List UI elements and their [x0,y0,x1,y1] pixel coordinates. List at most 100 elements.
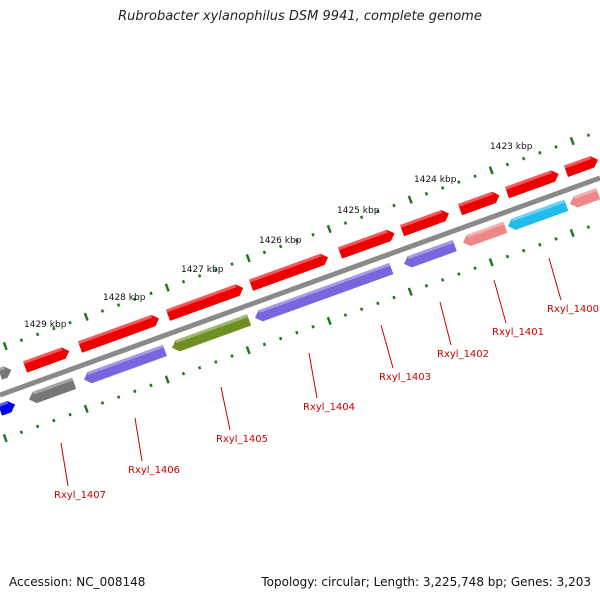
gene-label[interactable]: Rxyl_1403 [379,372,431,383]
major-tick [569,136,575,146]
minor-tick [586,225,591,230]
gene-arrow-outer[interactable] [563,154,600,177]
minor-tick [457,180,461,184]
minor-tick [343,313,348,317]
accession-text: Accession: NC_008148 [9,575,146,589]
minor-tick [214,268,218,272]
gene-arrow-inner[interactable] [506,199,569,232]
major-tick [407,195,413,204]
minor-tick [214,360,218,364]
gene-label[interactable]: Rxyl_1407 [54,490,106,501]
gene-arrow-outer[interactable] [22,345,71,373]
gene-leader-line [134,417,143,462]
minor-tick [295,238,299,243]
gene-label[interactable]: Rxyl_1402 [437,349,489,360]
gene-arrow-outer[interactable] [457,190,502,216]
minor-tick [457,272,461,276]
minor-tick [505,162,510,167]
minor-tick [262,342,267,347]
minor-tick [52,326,56,331]
minor-tick [392,203,396,208]
major-tick [326,224,332,234]
minor-tick [35,424,40,429]
gene-arrow-inner[interactable] [27,377,77,406]
gene-label[interactable]: Rxyl_1400 [547,304,599,315]
minor-tick [473,174,477,179]
minor-tick [197,365,202,370]
gene-leader-line [548,257,562,301]
minor-tick [149,291,153,296]
gene-arrow-outer[interactable] [77,313,161,353]
minor-tick [230,262,234,266]
gene-arrow-outer[interactable] [337,228,397,259]
minor-tick [133,297,137,302]
gene-arrow-inner[interactable] [402,239,457,270]
minor-tick [376,301,380,306]
minor-tick [19,430,24,435]
inner-strand-genes [0,188,600,416]
tick-label: 1429 kbp [24,320,67,330]
minor-tick [19,338,24,343]
gene-arrow-outer[interactable] [248,252,330,291]
tick-label: 1424 kbp [414,175,457,185]
minor-tick [116,395,121,399]
genome-stats-text: Topology: circular; Length: 3,225,748 bp… [261,575,591,589]
minor-tick [505,254,510,259]
gene-label[interactable]: Rxyl_1405 [216,434,268,445]
gene-arrow-inner[interactable] [0,399,17,416]
minor-tick [35,332,40,337]
major-tick [326,316,332,326]
minor-tick [278,336,283,341]
outer-strand-genes [0,154,600,380]
gene-label[interactable]: Rxyl_1404 [303,402,355,413]
gene-arrow-outer[interactable] [504,168,561,199]
minor-tick [197,273,202,278]
major-tick [488,166,494,175]
gene-arrow-inner[interactable] [461,221,508,249]
gene-leader-line [380,324,394,369]
gene-label[interactable]: Rxyl_1406 [128,465,180,476]
minor-tick [424,191,429,196]
minor-tick [262,250,267,255]
tick-label: 1423 kbp [490,142,533,152]
gene-arrow-outer[interactable] [399,208,451,237]
gene-arrow-inner[interactable] [82,344,167,386]
tick-label: 1425 kbp [337,206,380,216]
minor-tick [521,156,526,161]
minor-tick [359,215,364,220]
minor-tick [181,371,186,376]
major-tick [407,287,413,296]
tick-dots [2,133,591,443]
minor-tick [133,389,137,394]
minor-tick [554,145,558,149]
minor-tick [311,324,315,329]
gene-leader-line [439,301,452,346]
gene-arrow-inner[interactable] [568,188,600,209]
minor-tick [230,354,234,358]
minor-tick [311,232,315,237]
minor-tick [538,242,542,247]
gene-leader-line [60,442,69,487]
major-tick [245,254,251,263]
minor-tick [278,244,283,249]
minor-tick [392,295,396,300]
gene-arrow-outer[interactable] [165,282,245,321]
gene-arrow-outer[interactable] [0,364,13,380]
gene-arrow-inner[interactable] [170,314,252,353]
map-title: Rubrobacter xylanophilus DSM 9941, compl… [118,9,482,24]
major-tick [164,375,170,384]
minor-tick [586,133,591,138]
gene-arrow-inner[interactable] [253,262,394,324]
major-tick [245,346,251,355]
gene-label[interactable]: Rxyl_1401 [492,327,544,338]
minor-tick [359,307,364,312]
major-tick [488,258,494,267]
major-tick [2,433,8,443]
minor-tick [554,237,558,241]
minor-tick [68,412,72,417]
minor-tick [68,320,72,325]
minor-tick [343,221,348,225]
major-tick [2,341,8,351]
